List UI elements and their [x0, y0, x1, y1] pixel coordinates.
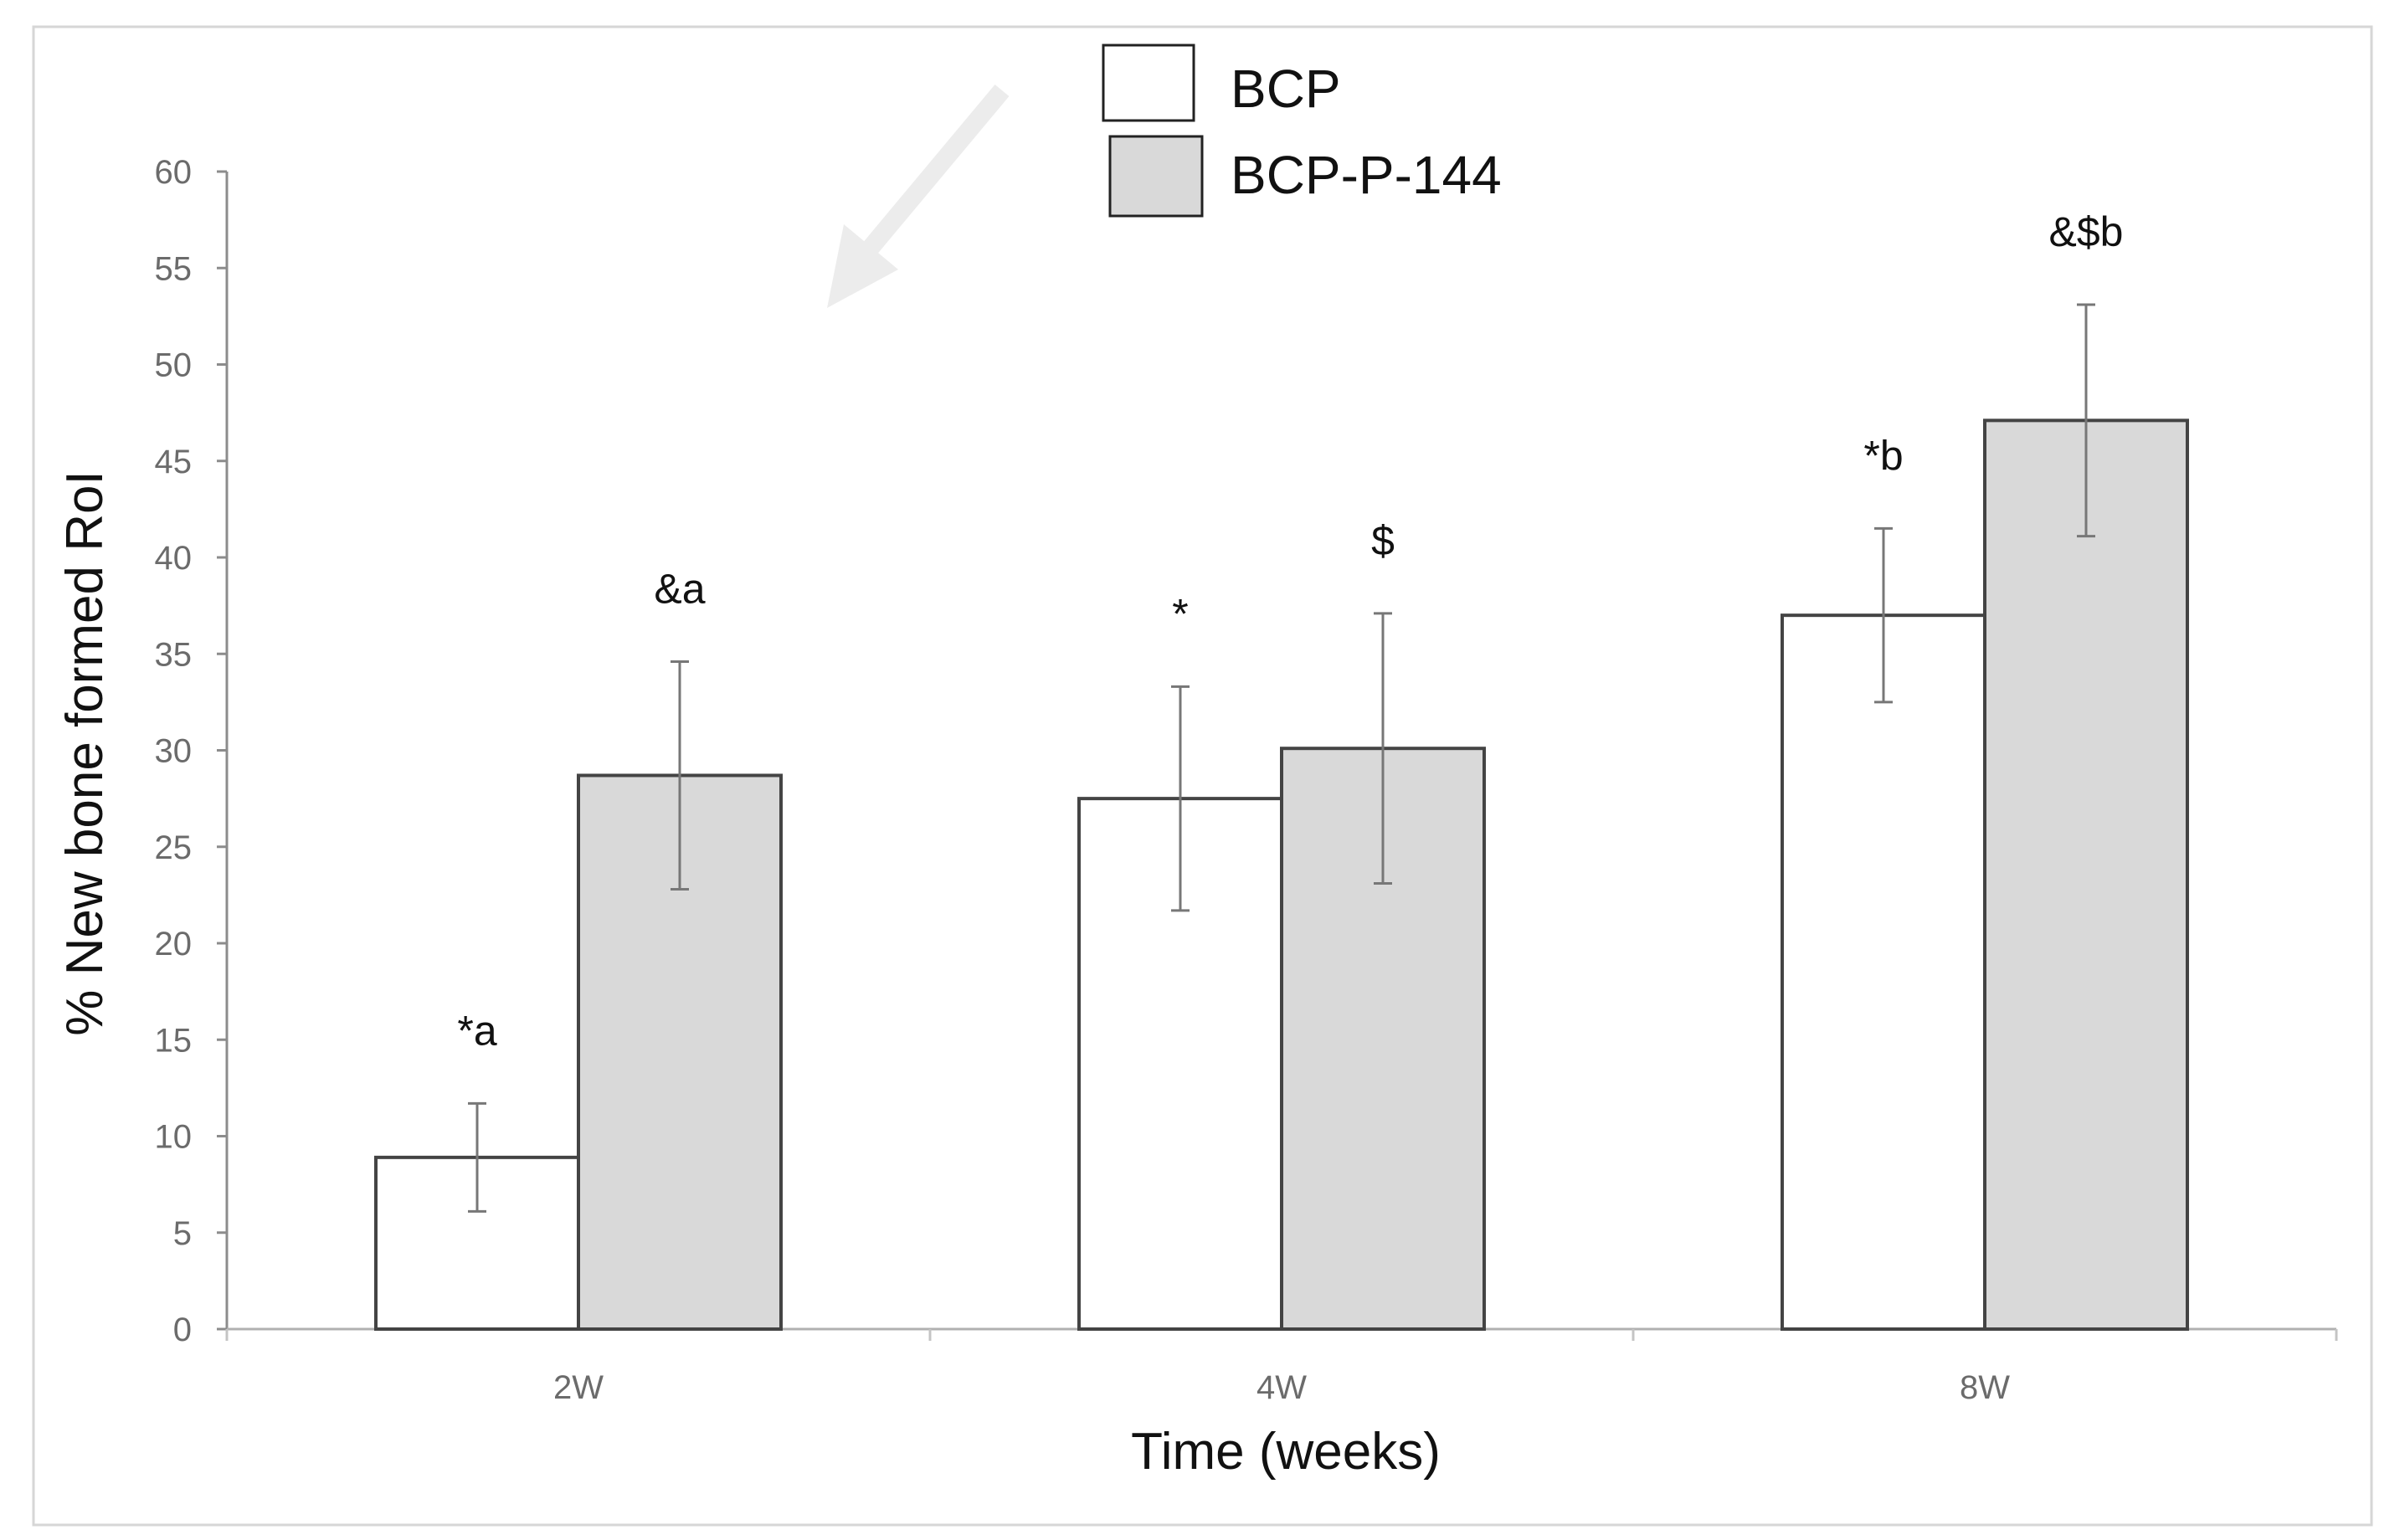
- y-tick-label: 40: [155, 540, 193, 577]
- decorative-arrow-icon: [827, 84, 1010, 308]
- y-tick-label: 0: [173, 1312, 192, 1348]
- y-tick-label: 10: [155, 1119, 193, 1156]
- y-axis: 0 5 10 15 20 25 30 35 40 45 50 55 60: [155, 154, 229, 1348]
- y-tick-label: 45: [155, 444, 193, 480]
- legend: BCP BCP-P-144: [1102, 44, 1502, 218]
- y-tick-label: 25: [155, 829, 193, 866]
- data-annotation: *b: [1863, 432, 1903, 479]
- y-tick-label: 35: [155, 636, 193, 673]
- data-annotation: &a: [654, 565, 705, 612]
- y-axis-title: % New bone formed RoI: [56, 470, 114, 1035]
- legend-label-bcp: BCP: [1231, 59, 1341, 119]
- bar-bcp-8w: [1781, 613, 1986, 1331]
- bar-bcp-p-144-8w: [1983, 418, 2189, 1332]
- y-tick-label: 60: [155, 154, 193, 191]
- bars-group: [374, 418, 2189, 1332]
- legend-swatch-bcp-p-144: [1108, 135, 1204, 218]
- data-annotation: $: [1371, 517, 1395, 564]
- y-tick-label: 30: [155, 733, 193, 770]
- legend-swatch-bcp: [1102, 44, 1195, 122]
- annotations-group: *a&a * $ *b &$b: [457, 208, 2123, 1054]
- data-annotation: *a: [457, 1007, 496, 1054]
- x-tick-label: 2W: [553, 1369, 604, 1406]
- x-tick-label: 8W: [1960, 1369, 2010, 1406]
- y-tick-label: 5: [173, 1215, 192, 1252]
- x-axis-title: Time (weeks): [1131, 1423, 1441, 1481]
- y-tick-label: 55: [155, 250, 193, 287]
- error-bars-group: [468, 303, 2095, 1213]
- y-tick-label: 15: [155, 1022, 193, 1059]
- y-tick-label: 20: [155, 926, 193, 963]
- legend-label-bcp-p-144: BCP-P-144: [1231, 145, 1502, 205]
- x-tick-label: 4W: [1256, 1369, 1307, 1406]
- data-annotation: *: [1172, 590, 1188, 637]
- data-annotation: &$b: [2049, 208, 2124, 255]
- y-tick-label: 50: [155, 347, 193, 384]
